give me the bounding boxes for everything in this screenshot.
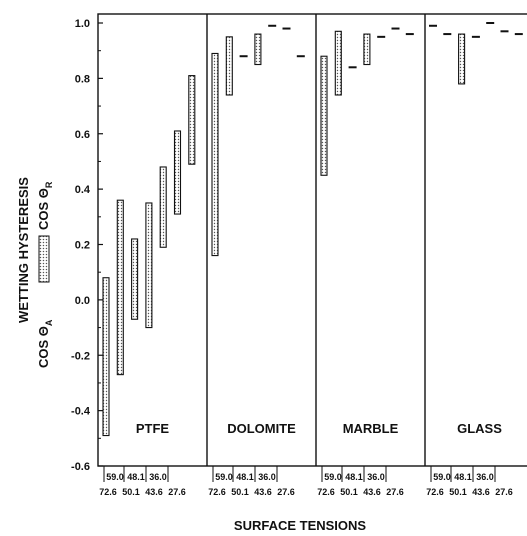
x-axis-title: SURFACE TENSIONS: [234, 518, 367, 533]
x-tick-label-top: 48.1: [454, 472, 472, 482]
x-tick-label-bottom: 72.6: [317, 487, 335, 497]
range-bar: [173, 130, 182, 215]
y-tick-label: 1.0: [75, 18, 90, 30]
y-label-cos-a-text: COS Θ: [36, 326, 51, 368]
y-tick-label: 0.2: [75, 240, 90, 252]
x-tick-label-top: 48.1: [236, 472, 254, 482]
panel-label: GLASS: [457, 421, 502, 436]
x-tick-label-bottom: 27.6: [386, 487, 404, 497]
x-tick-label-top: 36.0: [476, 472, 494, 482]
y-label-cos-r-text: COS Θ: [36, 188, 51, 230]
x-tick-label-bottom: 50.1: [340, 487, 358, 497]
range-bar: [159, 166, 167, 248]
range-bar: [320, 55, 328, 176]
panel-label: PTFE: [136, 421, 170, 436]
x-axis: 59.0 48.1 36.072.6 50.1 43.6 27.659.0 48.1 36.0…: [99, 466, 513, 497]
y-tick-label: -0.4: [71, 406, 91, 418]
x-tick-label-bottom: 27.6: [168, 487, 186, 497]
range-bar: [102, 277, 110, 437]
y-tick-label: -0.6: [71, 461, 90, 473]
range-bar: [225, 36, 233, 96]
x-tick-label-bottom: 72.6: [99, 487, 117, 497]
x-tick-label-bottom: 43.6: [472, 487, 490, 497]
x-tick-label-bottom: 43.6: [363, 487, 381, 497]
panel-label: DOLOMITE: [227, 421, 296, 436]
range-bar: [334, 30, 342, 96]
range-bar: [145, 202, 153, 329]
range-bar: [116, 199, 124, 376]
y-tick-label: 0.4: [75, 184, 91, 196]
legend-swatch: [38, 235, 50, 283]
x-tick-label-bottom: 50.1: [231, 487, 249, 497]
x-tick-label-top: 59.0: [215, 472, 233, 482]
y-axis-title: WETTING HYSTERESIS: [16, 177, 31, 323]
y-axis: -0.6 -0.4 -0.2 0.0 0.2 0.4 0.6 0.8 1.0: [71, 18, 103, 473]
x-tick-label-top: 59.0: [106, 472, 124, 482]
x-tick-label-bottom: 43.6: [254, 487, 272, 497]
x-tick-label-bottom: 72.6: [426, 487, 444, 497]
x-tick-label-top: 36.0: [367, 472, 385, 482]
x-tick-label-top: 59.0: [324, 472, 342, 482]
y-label-cos-r: COS ΘR: [36, 181, 54, 230]
range-bar: [363, 33, 371, 66]
y-tick-label: 0.6: [75, 129, 90, 141]
y-label-cos-a-sub: A: [44, 319, 54, 326]
x-tick-label-bottom: 72.6: [208, 487, 226, 497]
x-tick-label-bottom: 50.1: [449, 487, 467, 497]
x-tick-label-bottom: 50.1: [122, 487, 140, 497]
x-tick-label-bottom: 43.6: [145, 487, 163, 497]
x-tick-label-top: 48.1: [127, 472, 145, 482]
x-tick-label-top: 48.1: [345, 472, 363, 482]
x-tick-label-bottom: 27.6: [277, 487, 295, 497]
y-tick-label: 0.8: [75, 73, 90, 85]
range-bar: [211, 52, 219, 257]
y-axis-subtitle: COS ΘA COS ΘR: [36, 181, 54, 368]
x-tick-label-top: 59.0: [433, 472, 451, 482]
y-label-cos-a: COS ΘA: [36, 319, 54, 368]
panels: PTFE DOLOMITE MARBLE GLASS: [102, 14, 523, 466]
y-tick-label: -0.2: [71, 350, 90, 362]
range-bar: [458, 33, 466, 85]
panel-label: MARBLE: [343, 421, 399, 436]
x-tick-label-top: 36.0: [149, 472, 167, 482]
range-bar: [131, 238, 139, 320]
x-tick-label-bottom: 27.6: [495, 487, 513, 497]
y-axis-title-main: WETTING HYSTERESIS: [16, 177, 31, 323]
y-label-cos-r-sub: R: [44, 181, 54, 188]
y-tick-label: 0.0: [75, 295, 90, 307]
range-bar: [254, 33, 262, 66]
x-tick-label-top: 36.0: [258, 472, 276, 482]
range-bar: [188, 75, 196, 165]
